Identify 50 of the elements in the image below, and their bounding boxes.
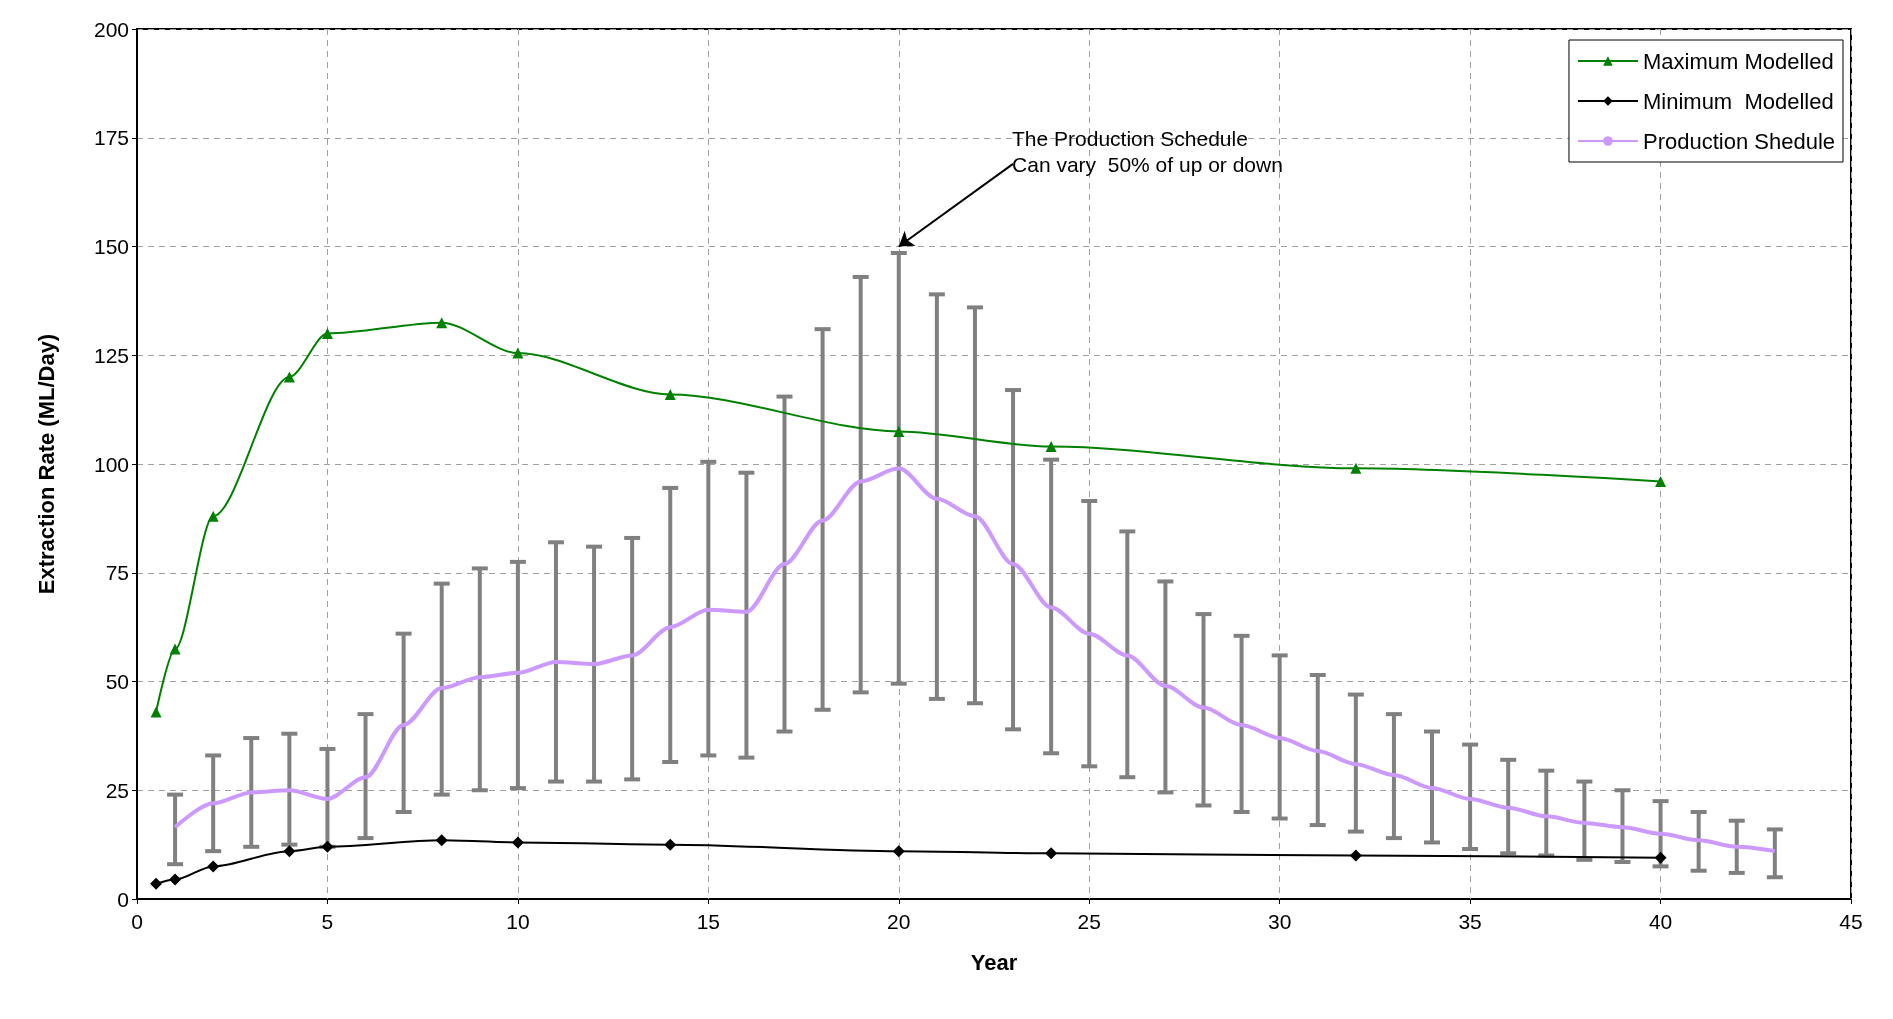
line-series [173,466,1777,854]
y-tick-label: 150 [93,235,129,258]
x-tick-label: 10 [506,910,530,933]
point [1349,849,1362,862]
y-tick-label: 0 [117,887,129,911]
point [511,836,524,849]
point [283,845,296,858]
x-tick-label: 25 [1077,910,1101,933]
point [150,877,163,890]
y-tick-label: 175 [93,126,129,150]
point [1045,441,1057,453]
y-tick-label: 200 [93,17,129,41]
y-tick-label: 100 [93,452,129,476]
x-tick-label: 40 [1648,910,1673,933]
point [1350,462,1362,474]
x-tick-label: 0 [131,910,143,933]
point [1654,851,1667,864]
x-tick-label: 45 [1839,910,1863,933]
point [321,840,334,853]
x-tick-label: 15 [696,910,721,933]
y-tick-label: 25 [105,778,129,802]
y-tick-label: 50 [105,670,129,693]
legend-label: Maximum Modelled [1642,48,1834,74]
point [207,510,219,522]
point [150,706,162,718]
legend-label: Production Shedule [1642,128,1835,154]
point [1655,475,1667,487]
point [169,873,182,886]
legend-label: Minimum Modelled [1642,88,1834,114]
point [321,328,333,339]
x-tick-label: 20 [887,910,911,933]
x-tick-label: 35 [1458,910,1482,933]
point [664,838,677,851]
x-tick-label: 30 [1267,910,1292,933]
point [435,834,448,847]
point [512,347,524,359]
point [436,317,448,329]
point [892,845,905,858]
y-tick-label: 75 [105,561,129,585]
x-tick-label: 5 [321,910,334,933]
y-axis-title: Extraction Rate (ML/Day) [33,333,59,595]
point [893,425,905,437]
point [1045,847,1058,860]
point [664,388,676,400]
x-axis-title: Year [970,949,1018,975]
point [283,371,295,383]
point [207,860,220,873]
annotation: The Production Schedule Can vary 50% of up or down [1012,127,1283,177]
y-tick-label: 125 [93,343,129,367]
point [169,643,181,655]
